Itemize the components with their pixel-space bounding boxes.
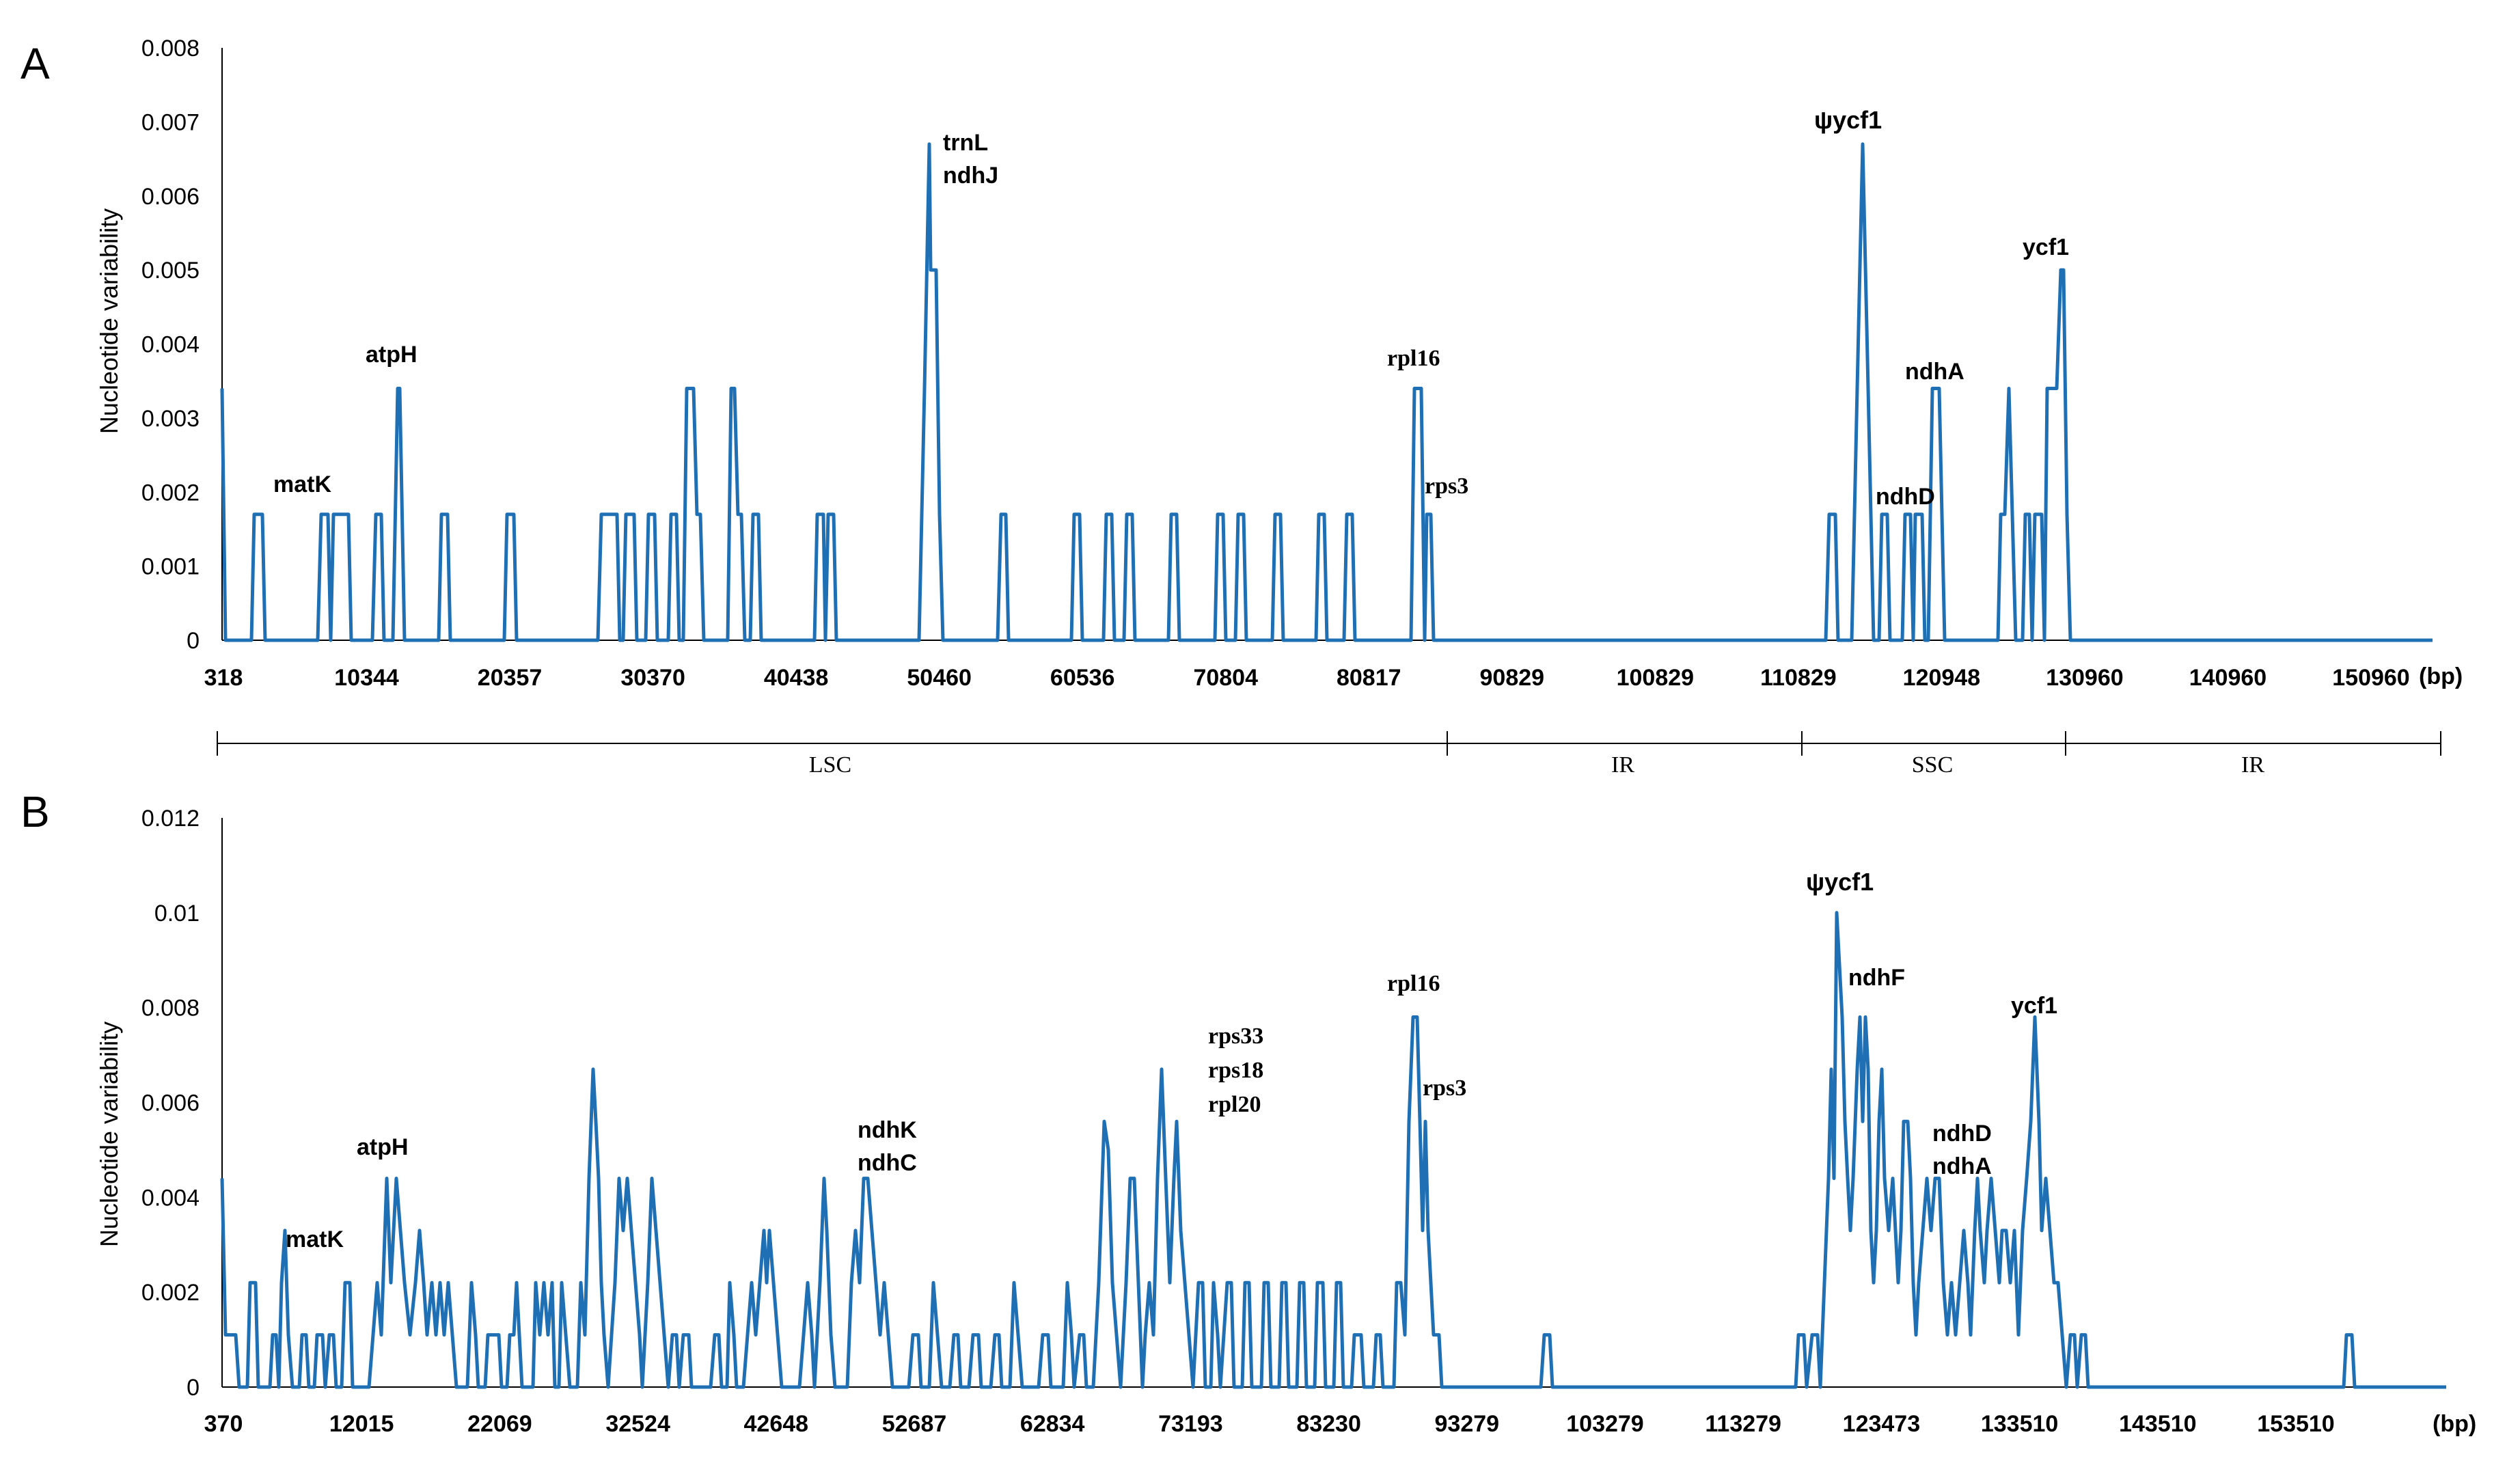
panel-a-x-tick-label: 120948	[1903, 665, 1980, 691]
genome-region-bar: LSC IR SSC IR	[217, 731, 2441, 778]
panel-b-y-tick-label: 0.004	[141, 1185, 200, 1211]
panel-b-x-tick-label: 113279	[1705, 1411, 1781, 1437]
label-a-psiycf1: ψycf1	[1814, 106, 1882, 134]
panel-a-y-tick-label: 0.004	[141, 332, 200, 358]
panel-b-x-tick-label: 133510	[1981, 1411, 2058, 1437]
panel-a: A Nucleotide variability 0.008 0.007 0.006…	[20, 36, 2463, 691]
panel-b-x-tick-label: 32524	[605, 1411, 670, 1437]
panel-b: B Nucleotide variability 0.012 0.01 0.008 0…	[20, 787, 2476, 1437]
label-b-psiycf1: ψycf1	[1806, 868, 1874, 896]
label-b-rpl16: rpl16	[1387, 971, 1440, 996]
panel-b-x-tick-label: 73193	[1158, 1411, 1223, 1437]
panel-b-x-tick-label: 123473	[1843, 1411, 1920, 1437]
panel-a-y-tick-label: 0	[187, 628, 200, 654]
panel-b-xunit: (bp)	[2433, 1411, 2476, 1437]
label-b-matk: matK	[286, 1226, 344, 1252]
panel-a-x-tick-label: 70804	[1193, 665, 1258, 691]
panel-a-y-tick-label: 0.008	[141, 36, 200, 61]
label-b-ndhc: ndhC	[858, 1150, 917, 1176]
label-b-ndhd: ndhD	[1932, 1121, 1992, 1147]
label-b-rps33: rps33	[1208, 1024, 1263, 1049]
panel-b-y-tick-label: 0.008	[141, 996, 200, 1022]
label-a-matk: matK	[273, 471, 331, 497]
label-a-trnl: trnL	[943, 130, 988, 156]
label-a-ndhj: ndhJ	[943, 163, 998, 189]
panel-a-x-tick-label: 150960	[2332, 665, 2409, 691]
panel-a-x-tick-label: 60536	[1050, 665, 1115, 691]
panel-b-ylabel: Nucleotide variability	[95, 1022, 123, 1247]
label-a-rps3: rps3	[1425, 474, 1468, 499]
panel-a-series-line	[220, 142, 2433, 642]
label-b-ycf1: ycf1	[2011, 993, 2057, 1019]
panel-a-x-tick-label: 318	[204, 665, 243, 691]
panel-b-x-tick-label: 52687	[882, 1411, 947, 1437]
panel-a-x-tick-label: 50460	[907, 665, 972, 691]
panel-a-y-tick-label: 0.001	[141, 554, 200, 580]
label-a-ndha: ndhA	[1905, 359, 1964, 385]
panel-a-x-tick-label: 140960	[2189, 665, 2266, 691]
panel-b-y-tick-label: 0.002	[141, 1280, 200, 1306]
panel-b-y-tick-label: 0	[187, 1375, 200, 1401]
label-b-ndha: ndhA	[1932, 1153, 1992, 1179]
panel-b-x-tick-label: 12015	[329, 1411, 394, 1437]
panel-a-xunit: (bp)	[2419, 663, 2463, 689]
panel-b-letter: B	[20, 787, 50, 836]
panel-b-series-line	[220, 911, 2446, 1389]
panel-a-x-tick-label: 20357	[478, 665, 543, 691]
panel-a-x-tick-label: 80817	[1337, 665, 1401, 691]
panel-b-x-tick-label: 93279	[1435, 1411, 1500, 1437]
panel-a-x-tick-label: 10344	[334, 665, 399, 691]
region-ir-2: IR	[2241, 752, 2264, 778]
panel-b-y-tick-label: 0.012	[141, 806, 200, 832]
label-b-ndhk: ndhK	[858, 1117, 917, 1143]
panel-b-x-tick-label: 42648	[744, 1411, 809, 1437]
panel-a-y-tick-label: 0.006	[141, 184, 200, 210]
panel-a-y-tick-label: 0.003	[141, 406, 200, 432]
panel-b-x-tick-label: 83230	[1296, 1411, 1361, 1437]
region-ir-1: IR	[1611, 752, 1634, 778]
label-b-rpl20: rpl20	[1208, 1092, 1261, 1117]
label-a-ycf1: ycf1	[2023, 234, 2069, 260]
region-ssc: SSC	[1912, 752, 1954, 778]
panel-b-x-tick-label: 103279	[1566, 1411, 1643, 1437]
label-b-rps3: rps3	[1423, 1075, 1466, 1101]
panel-a-x-tick-label: 110829	[1760, 665, 1837, 691]
panel-b-y-tick-label: 0.01	[154, 901, 200, 927]
panel-a-y-tick-label: 0.007	[141, 109, 200, 135]
panel-b-x-tick-label: 22069	[467, 1411, 532, 1437]
panel-a-y-tick-label: 0.002	[141, 480, 200, 506]
panel-a-x-tick-label: 90829	[1480, 665, 1545, 691]
label-b-ndhf: ndhF	[1848, 965, 1905, 991]
panel-a-x-tick-label: 130960	[2046, 665, 2123, 691]
label-b-atph: atpH	[357, 1134, 409, 1160]
panel-a-y-tick-label: 0.005	[141, 258, 200, 284]
panel-a-letter: A	[20, 39, 50, 88]
label-a-atph: atpH	[366, 342, 417, 368]
panel-a-x-tick-label: 40438	[764, 665, 829, 691]
panel-b-x-tick-label: 62834	[1020, 1411, 1085, 1437]
panel-b-x-tick-label: 143510	[2119, 1411, 2196, 1437]
region-lsc: LSC	[809, 752, 851, 778]
panel-a-x-tick-label: 30370	[620, 665, 685, 691]
label-a-rpl16: rpl16	[1387, 346, 1440, 371]
panel-a-x-tick-label: 100829	[1617, 665, 1694, 691]
panel-a-ylabel: Nucleotide variability	[95, 208, 123, 434]
panel-b-x-tick-label: 153510	[2257, 1411, 2334, 1437]
panel-b-y-tick-label: 0.006	[141, 1091, 200, 1116]
panel-b-x-tick-label: 370	[204, 1411, 243, 1437]
label-a-ndhd: ndhD	[1876, 484, 1935, 510]
label-b-rps18: rps18	[1208, 1058, 1263, 1083]
